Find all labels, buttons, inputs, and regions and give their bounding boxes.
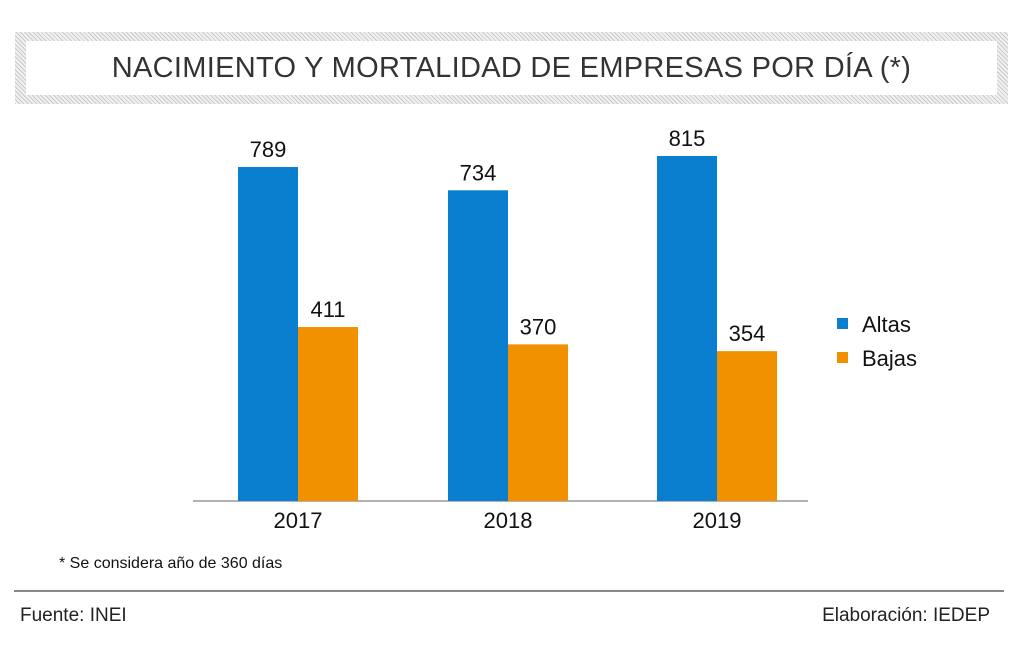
bar-altas-2017 (238, 167, 298, 501)
title-box: NACIMIENTO Y MORTALIDAD DE EMPRESAS POR … (26, 41, 997, 95)
x-tick-label-2018: 2018 (484, 508, 533, 533)
legend-swatch-bajas (837, 352, 848, 363)
legend-swatch-altas (837, 318, 848, 329)
source-text: Fuente: INEI (20, 605, 127, 626)
legend-label-altas: Altas (862, 312, 911, 337)
divider (14, 590, 1004, 592)
data-label-bajas-2018: 370 (520, 314, 557, 339)
bar-bajas-2018 (508, 344, 568, 501)
bar-altas-2018 (448, 190, 508, 502)
data-label-altas-2018: 734 (460, 160, 497, 185)
footnote: * Se considera año de 360 días (59, 555, 283, 572)
bar-bajas-2017 (298, 327, 358, 501)
credit-text: Elaboración: IEDEP (822, 605, 990, 626)
chart-title: NACIMIENTO Y MORTALIDAD DE EMPRESAS POR … (111, 51, 912, 84)
bar-bajas-2019 (717, 351, 777, 501)
data-label-bajas-2017: 411 (310, 297, 345, 322)
bar-altas-2019 (657, 156, 717, 501)
legend-label-bajas: Bajas (862, 346, 917, 371)
data-label-altas-2019: 815 (669, 126, 706, 151)
title-frame: NACIMIENTO Y MORTALIDAD DE EMPRESAS POR … (15, 32, 1008, 104)
data-label-bajas-2019: 354 (729, 321, 766, 346)
data-label-altas-2017: 789 (250, 137, 287, 162)
x-tick-label-2019: 2019 (693, 508, 742, 533)
x-tick-label-2017: 2017 (274, 508, 323, 533)
